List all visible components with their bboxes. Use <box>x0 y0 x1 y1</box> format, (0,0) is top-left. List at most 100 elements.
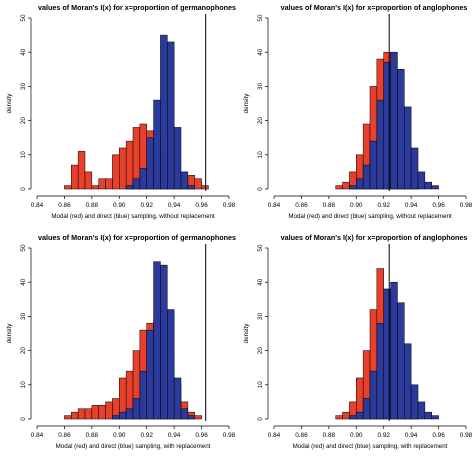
direct-bar <box>139 370 147 420</box>
direct-bar <box>125 408 134 420</box>
direct-bar <box>404 343 412 420</box>
modal-bar <box>342 411 350 420</box>
direct-bar <box>404 106 412 190</box>
direct-bar <box>410 384 419 420</box>
modal-bar <box>194 415 202 420</box>
y-tick-label: 50 <box>257 244 264 252</box>
x-tick-label: 0.88 <box>86 432 99 439</box>
histogram-panel-germanophones-with-replacement: values of Moran's I(x) for x=proportion … <box>6 233 236 450</box>
x-tick-label: 0.94 <box>168 202 181 209</box>
direct-bar <box>160 34 168 190</box>
direct-bar <box>410 147 419 190</box>
direct-bar <box>424 411 432 420</box>
direct-bar <box>153 99 161 190</box>
direct-bar <box>376 99 384 190</box>
x-tick-label: 0.96 <box>432 432 445 439</box>
y-axis-label: density <box>243 93 250 114</box>
x-tick-label: 0.98 <box>460 202 473 209</box>
direct-bar <box>349 415 357 420</box>
x-axis-label: Modal (red) and direct (blue) sampling, … <box>293 443 448 450</box>
x-tick-label: 0.98 <box>223 432 236 439</box>
x-tick-label: 0.92 <box>140 432 153 439</box>
x-tick-label: 0.94 <box>405 202 418 209</box>
direct-bar <box>417 401 426 420</box>
x-tick-label: 0.92 <box>140 202 153 209</box>
direct-bar <box>180 171 189 190</box>
modal-bar <box>91 405 99 420</box>
direct-bar <box>112 415 120 420</box>
direct-bar <box>376 322 384 420</box>
direct-bar <box>160 264 168 420</box>
y-tick-label: 10 <box>257 381 264 389</box>
x-tick-label: 0.86 <box>295 432 308 439</box>
modal-bar <box>98 405 106 420</box>
direct-bar <box>173 127 182 190</box>
x-tick-label: 0.86 <box>295 202 308 209</box>
x-tick-label: 0.98 <box>460 432 473 439</box>
direct-bar <box>146 329 154 420</box>
direct-bar <box>173 377 182 420</box>
y-tick-label: 20 <box>20 117 27 125</box>
direct-bar <box>167 41 175 190</box>
direct-bar <box>187 185 195 190</box>
x-tick-label: 0.84 <box>31 432 44 439</box>
y-tick-label: 40 <box>20 48 27 56</box>
y-tick-label: 40 <box>20 278 27 286</box>
direct-bar <box>180 408 189 420</box>
direct-bar <box>431 415 439 420</box>
modal-bar <box>84 408 93 420</box>
x-tick-label: 0.90 <box>350 432 363 439</box>
x-axis-label: Modal (red) and direct (blue) sampling, … <box>288 213 452 220</box>
y-tick-label: 0 <box>257 417 264 421</box>
y-tick-label: 50 <box>20 14 27 22</box>
y-tick-label: 0 <box>20 187 27 191</box>
x-tick-label: 0.92 <box>377 202 390 209</box>
y-tick-label: 20 <box>20 347 27 355</box>
direct-bar <box>362 164 371 190</box>
chart-title: values of Moran's I(x) for x=proportion … <box>38 3 236 12</box>
modal-bar <box>335 185 343 190</box>
modal-bar <box>194 178 202 190</box>
direct-bar <box>369 370 378 420</box>
modal-bar <box>112 154 120 190</box>
histogram-panel-germanophones-without-replacement: values of Moran's I(x) for x=proportion … <box>6 3 236 220</box>
modal-bar <box>201 185 209 190</box>
x-tick-label: 0.88 <box>86 202 99 209</box>
modal-bar <box>71 164 79 190</box>
direct-bar <box>356 411 364 420</box>
direct-bar <box>397 69 405 190</box>
modal-bar <box>64 185 72 190</box>
modal-bar <box>98 178 106 190</box>
direct-bar <box>153 261 161 420</box>
direct-bar <box>132 178 141 190</box>
x-tick-label: 0.90 <box>113 202 126 209</box>
histogram-panel-anglophones-without-replacement: values of Moran's I(x) for x=proportion … <box>243 3 473 220</box>
y-axis-label: density <box>6 93 13 114</box>
x-tick-label: 0.88 <box>323 432 336 439</box>
direct-bar <box>132 398 141 420</box>
x-axis-label: Modal (red) and direct (blue) sampling, … <box>56 443 211 450</box>
direct-bar <box>362 398 371 420</box>
modal-bar <box>105 178 113 190</box>
modal-bar <box>77 151 86 190</box>
modal-bar <box>125 140 134 190</box>
y-tick-label: 30 <box>257 312 264 320</box>
y-tick-label: 10 <box>20 151 27 159</box>
modal-bar <box>77 408 86 420</box>
y-tick-label: 40 <box>257 278 264 286</box>
chart-title: values of Moran's I(x) for x=proportion … <box>281 233 468 242</box>
direct-bar <box>139 168 147 190</box>
x-tick-label: 0.86 <box>58 202 71 209</box>
modal-bar <box>64 415 72 420</box>
y-tick-label: 30 <box>20 312 27 320</box>
x-tick-label: 0.96 <box>432 202 445 209</box>
y-tick-label: 40 <box>257 48 264 56</box>
modal-bar <box>119 147 127 190</box>
direct-bar <box>369 140 378 190</box>
y-tick-label: 10 <box>257 151 264 159</box>
y-tick-label: 20 <box>257 347 264 355</box>
y-tick-label: 50 <box>257 14 264 22</box>
direct-bar <box>390 51 398 190</box>
direct-bar <box>417 171 426 190</box>
x-tick-label: 0.86 <box>58 432 71 439</box>
